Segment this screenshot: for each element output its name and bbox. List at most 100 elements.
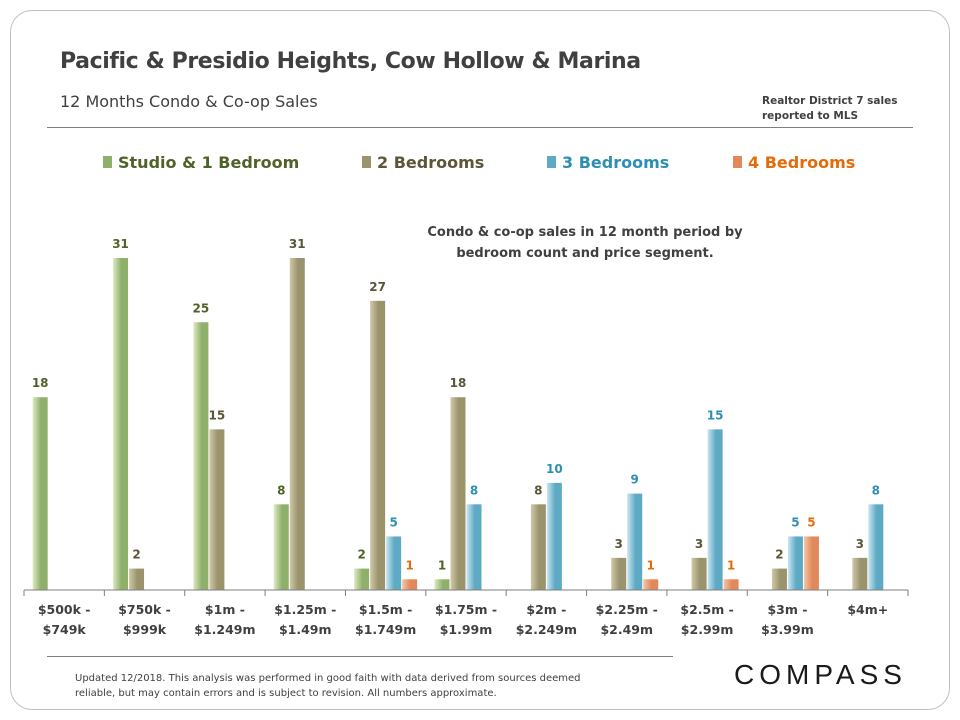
footer-line: Updated 12/2018. This analysis was perfo…: [75, 673, 581, 684]
data-label-three_bed-9: 5: [791, 515, 799, 529]
x-tick-label-0: $749k: [43, 622, 87, 637]
header-divider: [47, 127, 913, 128]
data-label-four_bed-8: 1: [727, 558, 735, 572]
footer-line: reliable, but may contain errors and is …: [75, 688, 497, 699]
data-label-two_bed-3: 31: [289, 237, 306, 251]
legend-swatch-4-bedrooms: [733, 156, 742, 168]
x-tick-label-6: $2.249m: [516, 622, 577, 637]
data-label-two_bed-6: 8: [534, 483, 542, 497]
data-label-two_bed-1: 2: [132, 548, 140, 562]
data-label-three_bed-4: 5: [389, 515, 397, 529]
x-tick-label-4: $1.749m: [355, 622, 416, 637]
data-label-two_bed-2: 15: [209, 408, 226, 422]
bar-four_bed-7: [643, 579, 659, 590]
legend-item-4-bedrooms: 4 Bedrooms: [733, 150, 855, 174]
data-label-four_bed-7: 1: [647, 558, 655, 572]
bar-three_bed-7: [627, 493, 643, 590]
chart-legend: Studio & 1 Bedroom 2 Bedrooms 3 Bedrooms…: [0, 150, 960, 174]
bar-three_bed-8: [707, 429, 723, 590]
bar-two_bed-3: [289, 258, 305, 590]
bar-three_bed-9: [787, 536, 803, 590]
x-tick-label-8: $2.5m -: [680, 602, 733, 617]
data-label-three_bed-8: 15: [707, 408, 724, 422]
annotation-line: Condo & co-op sales in 12 month period b…: [427, 225, 743, 240]
data-label-two_bed-10: 3: [856, 537, 864, 551]
data-label-three_bed-7: 9: [631, 473, 639, 487]
bar-three_bed-4: [386, 536, 402, 590]
x-tick-label-7: $2.49m: [600, 622, 653, 637]
bar-two_bed-4: [370, 300, 386, 590]
footer-divider: [47, 656, 673, 657]
bar-two_bed-1: [129, 568, 145, 590]
x-tick-label-10: $4m+: [847, 602, 888, 617]
x-tick-label-0: $500k -: [38, 602, 91, 617]
data-label-two_bed-4: 27: [369, 280, 386, 294]
bar-two_bed-10: [852, 557, 868, 590]
x-tick-label-5: $1.75m -: [435, 602, 497, 617]
data-label-two_bed-8: 3: [695, 537, 703, 551]
source-note-line: reported to MLS: [762, 110, 859, 122]
data-label-studio-0: 18: [32, 376, 49, 390]
legend-label-studio: Studio & 1 Bedroom: [118, 152, 300, 172]
x-tick-label-7: $2.25m -: [596, 602, 658, 617]
bar-four_bed-9: [803, 536, 819, 590]
legend-item-studio: Studio & 1 Bedroom: [103, 150, 299, 174]
x-tick-label-8: $2.99m: [681, 622, 734, 637]
annotation-line: bedroom count and price segment.: [456, 246, 714, 261]
x-tick-label-2: $1.249m: [194, 622, 255, 637]
data-label-studio-4: 2: [357, 548, 365, 562]
compass-logo: COMPASS: [734, 659, 907, 690]
data-label-studio-5: 1: [438, 558, 446, 572]
chart-annotation: Condo & co-op sales in 12 month period b…: [410, 222, 760, 264]
source-note-line: Realtor District 7 sales: [762, 95, 898, 107]
data-label-three_bed-6: 10: [546, 462, 563, 476]
data-label-two_bed-7: 3: [615, 537, 623, 551]
legend-swatch-3-bedrooms: [547, 156, 556, 168]
legend-label-3-bedrooms: 3 Bedrooms: [562, 152, 670, 172]
legend-item-2-bedrooms: 2 Bedrooms: [362, 150, 484, 174]
bar-studio-1: [113, 258, 129, 590]
bar-three_bed-6: [546, 482, 562, 590]
bar-studio-3: [273, 504, 289, 590]
bar-studio-4: [354, 568, 370, 590]
x-tick-label-1: $999k: [123, 622, 167, 637]
bar-two_bed-7: [611, 557, 627, 590]
chart-title: Pacific & Presidio Heights, Cow Hollow &…: [60, 49, 641, 74]
bar-four_bed-4: [402, 579, 418, 590]
x-tick-label-3: $1.49m: [279, 622, 332, 637]
bar-studio-0: [32, 397, 48, 590]
data-label-three_bed-5: 8: [470, 483, 478, 497]
x-tick-label-5: $1.99m: [440, 622, 493, 637]
bar-two_bed-8: [691, 557, 707, 590]
x-tick-label-6: $2m -: [526, 602, 566, 617]
slide-frame: [10, 10, 950, 710]
x-tick-label-1: $750k -: [118, 602, 171, 617]
data-label-four_bed-9: 5: [807, 515, 815, 529]
legend-item-3-bedrooms: 3 Bedrooms: [547, 150, 669, 174]
x-tick-label-2: $1m -: [205, 602, 245, 617]
bar-studio-2: [193, 322, 209, 590]
data-label-studio-2: 25: [193, 301, 210, 315]
data-label-two_bed-5: 18: [450, 376, 467, 390]
legend-swatch-studio: [103, 156, 112, 168]
data-label-four_bed-4: 1: [405, 558, 413, 572]
footer-disclaimer: Updated 12/2018. This analysis was perfo…: [75, 671, 655, 701]
legend-swatch-2-bedrooms: [362, 156, 371, 168]
bar-two_bed-2: [209, 429, 225, 590]
bar-two_bed-9: [771, 568, 787, 590]
x-tick-label-9: $3.99m: [761, 622, 814, 637]
source-note: Realtor District 7 sales reported to MLS: [762, 94, 912, 124]
bar-studio-5: [434, 579, 450, 590]
bar-two_bed-5: [450, 397, 466, 590]
x-tick-label-4: $1.5m -: [359, 602, 412, 617]
bar-four_bed-8: [723, 579, 739, 590]
bar-two_bed-6: [530, 504, 546, 590]
legend-label-4-bedrooms: 4 Bedrooms: [748, 152, 856, 172]
data-label-three_bed-10: 8: [872, 483, 880, 497]
x-tick-label-9: $3m -: [767, 602, 807, 617]
chart-subtitle: 12 Months Condo & Co-op Sales: [60, 92, 318, 111]
data-label-studio-1: 31: [112, 237, 129, 251]
data-label-studio-3: 8: [277, 483, 285, 497]
x-tick-label-3: $1.25m -: [274, 602, 336, 617]
